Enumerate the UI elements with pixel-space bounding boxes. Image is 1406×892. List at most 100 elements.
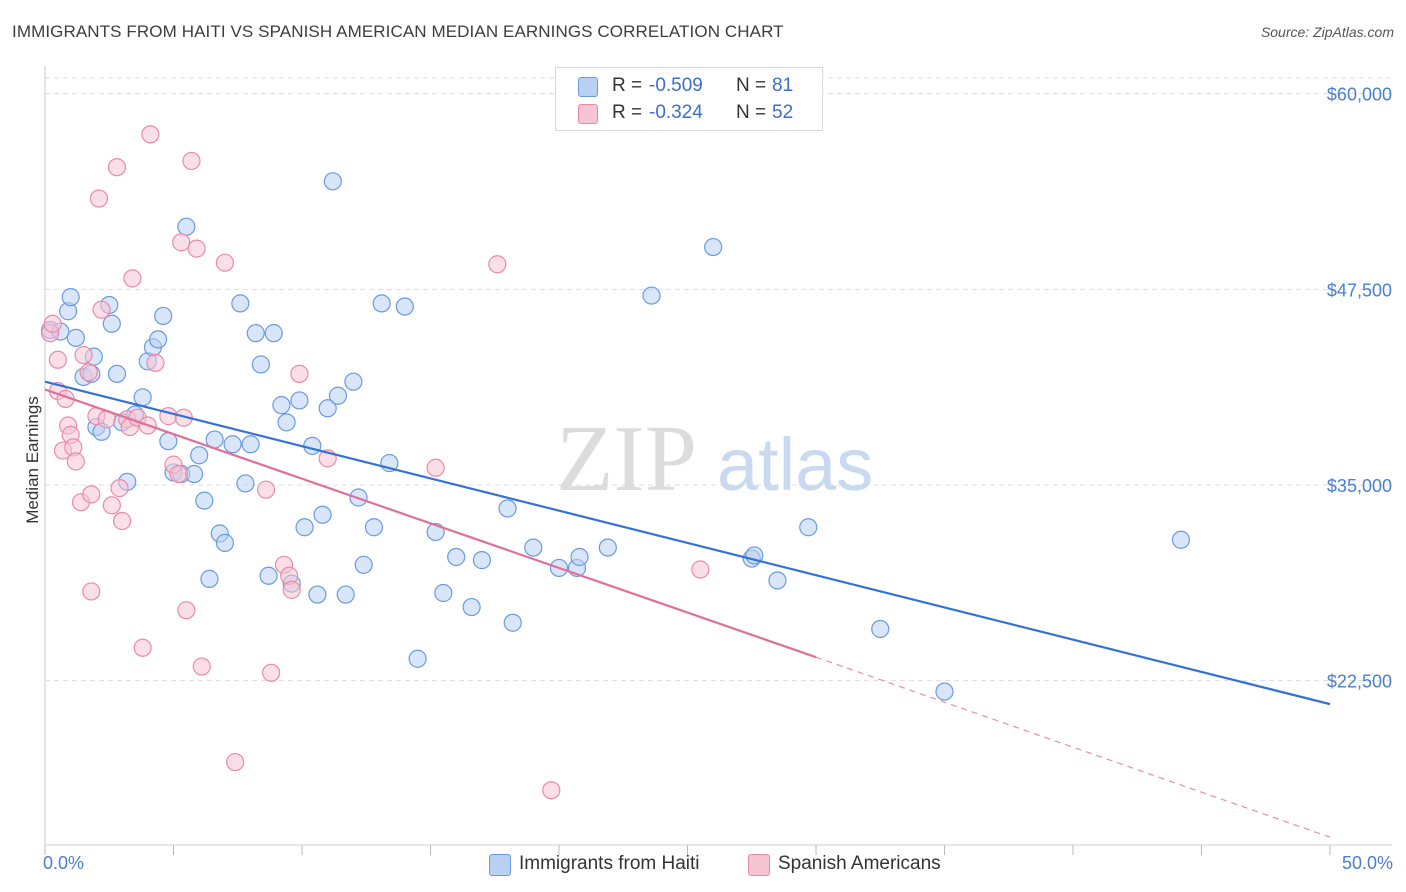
spanish-american-trend-extension: [815, 656, 1331, 838]
spanish-american-point: [66, 452, 85, 471]
legend-swatch-blue: [578, 77, 598, 97]
y-tick-label: $60,000: [1327, 85, 1392, 105]
haiti-point: [354, 555, 373, 574]
watermark-atlas: atlas: [717, 423, 873, 506]
spanish-american-point: [82, 485, 101, 504]
spanish-american-point: [43, 314, 62, 333]
spanish-american-point: [256, 480, 276, 499]
haiti-point: [408, 649, 427, 668]
spanish-american-point: [187, 239, 206, 258]
haiti-point: [498, 499, 517, 518]
haiti-point: [102, 314, 121, 333]
haiti-point: [935, 682, 954, 701]
bottom-legend-label: Immigrants from Haiti: [519, 853, 700, 874]
spanish-american-point: [92, 300, 111, 319]
bottom-legend-swatch-pink: [748, 854, 770, 876]
haiti-point: [154, 306, 173, 326]
spanish-american-point: [226, 752, 245, 772]
haiti-point: [598, 538, 617, 557]
spanish-american-point: [542, 781, 561, 800]
y-tick-label: $35,000: [1327, 476, 1392, 496]
haiti-point: [704, 237, 723, 257]
legend-n-value: 52: [772, 102, 794, 123]
spanish-american-point: [79, 363, 98, 382]
haiti-point: [290, 391, 309, 410]
legend-r-value: -0.509: [649, 75, 703, 96]
haiti-point: [313, 505, 332, 524]
haiti-point: [272, 396, 291, 415]
haiti-point: [241, 435, 260, 454]
haiti-point: [768, 571, 787, 590]
watermark-zip: ZIP: [556, 407, 697, 511]
haiti-point: [236, 474, 255, 493]
spanish-american-point: [691, 560, 710, 579]
spanish-american-point: [102, 496, 121, 515]
haiti-point: [66, 328, 85, 347]
spanish-american-point: [177, 601, 196, 620]
haiti-point: [295, 518, 314, 537]
haiti-point: [871, 619, 890, 639]
haiti-point: [364, 518, 384, 537]
haiti-point: [344, 372, 363, 391]
trend-lines: [44, 380, 1331, 838]
spanish-american-point: [82, 582, 101, 601]
haiti-point: [472, 551, 491, 570]
haiti-point: [336, 585, 355, 604]
haiti-point: [434, 583, 453, 603]
haiti-point: [277, 413, 296, 432]
spanish-american-point: [133, 638, 152, 657]
spanish-american-trend-line: [44, 388, 817, 659]
spanish-american-point: [215, 253, 234, 272]
spanish-american-point: [172, 233, 191, 252]
haiti-point: [799, 518, 818, 537]
haiti-point: [503, 613, 522, 632]
spanish-american-point: [192, 657, 211, 676]
spanish-american-point: [48, 350, 67, 369]
haiti-point: [190, 446, 209, 465]
spanish-american-point: [282, 580, 301, 599]
legend-n-value: 81: [772, 75, 794, 96]
spanish-american-point: [262, 663, 281, 682]
legend-n-label: N =: [736, 75, 767, 96]
haiti-point: [107, 364, 127, 383]
spanish-american-point: [426, 458, 445, 477]
haiti-point: [259, 566, 278, 585]
source-label: Source: ZipAtlas.com: [1260, 24, 1394, 40]
haiti-point: [303, 436, 322, 455]
bottom-legend-swatch-blue: [489, 854, 511, 876]
haiti-point: [246, 324, 265, 343]
y-tick-label: $47,500: [1327, 280, 1392, 300]
haiti-point: [328, 386, 348, 405]
spanish-american-point: [169, 464, 188, 484]
haiti-point: [195, 491, 214, 510]
spanish-american-point: [182, 151, 201, 171]
haiti-point: [177, 217, 196, 236]
legend-r-label: R =: [612, 75, 643, 96]
y-axis-label: Median Earnings: [23, 396, 42, 524]
haiti-point: [570, 547, 589, 567]
haiti-trend-line: [44, 380, 1331, 706]
haiti-point: [184, 464, 204, 484]
axes: [44, 66, 1392, 855]
spanish-american-point: [146, 353, 165, 372]
haiti-point: [447, 547, 466, 567]
chart-title: IMMIGRANTS FROM HAITI VS SPANISH AMERICA…: [12, 22, 784, 41]
haiti-point: [133, 388, 152, 407]
spanish-american-point: [290, 364, 309, 383]
legend-swatch-pink: [578, 104, 598, 124]
spanish-american-point: [89, 189, 109, 208]
spanish-american-point: [107, 158, 127, 177]
spanish-american-point: [123, 269, 142, 288]
haiti-point: [318, 399, 337, 418]
spanish-american-point: [110, 479, 129, 498]
haiti-point: [308, 585, 327, 604]
watermark: ZIP atlas: [556, 407, 873, 511]
spanish-american-point: [488, 255, 507, 274]
haiti-point: [200, 569, 219, 588]
spanish-american-point: [112, 511, 132, 531]
spanish-american-point: [141, 125, 160, 144]
x-tick-label: 50.0%: [1342, 853, 1393, 873]
haiti-point: [462, 597, 481, 617]
spanish-american-point: [74, 345, 93, 365]
